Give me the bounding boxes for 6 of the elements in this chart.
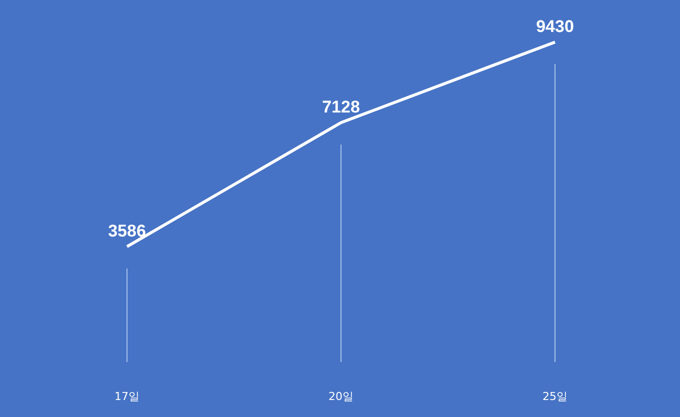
data-label: 3586: [108, 222, 146, 241]
x-tick-label: 20일: [328, 390, 354, 403]
x-tick-label: 25일: [542, 390, 568, 403]
data-label: 9430: [536, 17, 574, 36]
x-tick-label: 17일: [114, 390, 140, 403]
data-label: 7128: [322, 98, 360, 117]
